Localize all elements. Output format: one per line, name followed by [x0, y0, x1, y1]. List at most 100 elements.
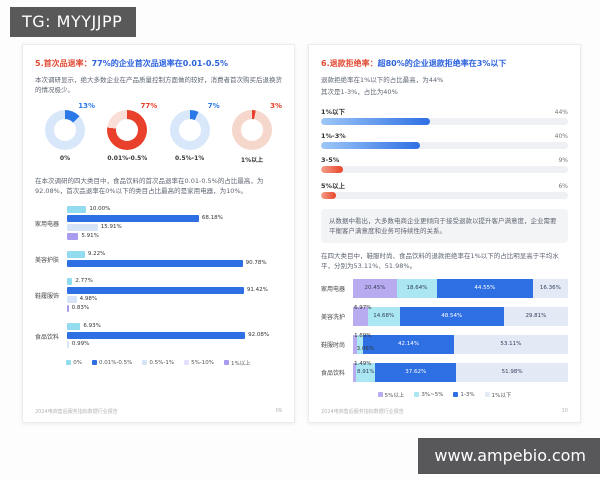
report-page-right: 6.退款拒绝率：超80%的企业退款拒绝率在3%以下 退款拒绝率在1%以下的占比最… — [308, 44, 581, 423]
pill-track — [321, 141, 568, 149]
footer-report-title: 2024电商售后服务指标数据行业报告 — [321, 409, 404, 415]
pill-value: 44% — [554, 108, 568, 116]
pill-fill — [321, 191, 336, 199]
donut-chart: 77% 0.01%-0.5% — [99, 102, 157, 164]
legend-label: 5%-10% — [191, 359, 215, 366]
page-footer: 2024电商售后服务指标数据行业报告 10 — [321, 408, 568, 415]
bar-value: 0.99% — [71, 341, 90, 348]
segment-value-label: 20.45% — [364, 284, 386, 291]
bar-line: 6.93% — [67, 322, 282, 330]
bar-line: 0.83% — [67, 304, 282, 312]
pill-head: 3-5% 9% — [321, 156, 568, 164]
category-label: 食品饮料 — [321, 369, 346, 377]
title-text: 超80%的企业退款拒绝率在3%以下 — [377, 59, 507, 68]
category-label: 食品饮料 — [35, 333, 60, 341]
bar — [67, 250, 85, 258]
bar-line: 92.08% — [67, 331, 282, 339]
bar — [67, 259, 243, 267]
bar-value: 4.98% — [79, 296, 98, 303]
pill-label: 1%-3% — [321, 131, 346, 140]
bar-line: 4.98% — [67, 295, 282, 303]
legend-swatch — [377, 392, 383, 398]
legend-item: 1%以上 — [224, 359, 251, 367]
bar-value: 90.78% — [245, 260, 267, 267]
stacked-segment: 48.54% — [399, 306, 504, 326]
donut-value: 3% — [270, 101, 282, 110]
category-stacked-chart: 家用电器 20.45% 18.64% 44.55% 16.36% 美容洗护 6.97% 14.… — [321, 278, 568, 382]
donut-value: 77% — [140, 101, 158, 110]
bar-chart-legend: 0% 0.01%-0.5% 0.5%-1% 5%-10% 1%以上 — [35, 359, 282, 367]
donut-value: 7% — [207, 101, 220, 110]
bar-stack: 6.93% 92.08% 0.99% — [67, 322, 282, 350]
stacked-bar: 20.45% 18.64% 44.55% 16.36% — [353, 278, 568, 298]
stacked-segment: 29.81% — [503, 306, 568, 326]
legend-swatch — [91, 360, 97, 366]
pill-fill — [321, 165, 344, 173]
donut-label: 0% — [59, 154, 71, 162]
bar-chart-row: 鞋履服饰 2.77% 91.42% 4.98% 0.83% — [35, 277, 282, 314]
segment-value-label: 14.68% — [373, 312, 395, 319]
bar — [67, 277, 73, 285]
bar — [67, 340, 69, 348]
intro-line-1: 退款拒绝率在1%以下的占比最高，为44% — [321, 76, 444, 85]
tg-watermark-badge: TG: MYYJJPP — [10, 7, 137, 37]
bar-value: 91.42% — [246, 287, 268, 294]
category-label: 家用电器 — [321, 285, 346, 293]
legend-item: 1-3% — [453, 391, 475, 399]
bar — [67, 214, 199, 222]
stacked-segment: 42.14% — [363, 334, 454, 354]
segment-value-label: 3.06% — [356, 345, 375, 352]
pill-label: 3-5% — [321, 155, 340, 164]
legend-item: 1%以下 — [484, 391, 511, 399]
stacked-bar: 6.97% 14.68% 48.54% 29.81% — [353, 305, 568, 326]
bar-stack: 9.22% 90.78% — [67, 250, 282, 269]
legend-swatch — [184, 360, 190, 366]
bar — [67, 223, 98, 231]
legend-item: 0.5%-1% — [142, 359, 174, 367]
donut-value: 13% — [78, 101, 95, 110]
donut-label: 1%以上 — [240, 156, 264, 164]
bar-stack: 2.77% 91.42% 4.98% 0.83% — [67, 277, 282, 314]
stacked-segment: 16.36% — [532, 278, 568, 298]
bar-chart-row: 家用电器 10.00% 68.18% 15.91% 5.91% — [35, 205, 282, 242]
bar — [67, 286, 244, 294]
legend-swatch — [66, 360, 72, 366]
legend-swatch — [414, 392, 420, 398]
legend-item: 5%-10% — [184, 359, 214, 367]
segment-value-label: 29.81% — [525, 312, 547, 319]
legend-label: 3%~5% — [421, 391, 444, 398]
pill-track — [321, 191, 568, 199]
title-number: 6.退款拒绝率： — [321, 59, 378, 68]
stacked-row: 食品饮料 1.49% 8.91% 37.62% 51.98% — [321, 360, 568, 382]
segment-value-label: 44.55% — [474, 284, 496, 291]
category-label: 家用电器 — [35, 221, 60, 229]
segment-value-label: 8.91% — [357, 368, 375, 375]
stacked-bar: 1.69% 3.06% 42.14% 53.11% — [353, 333, 568, 354]
legend-item: 0% — [66, 359, 82, 367]
segment-value-label: 48.54% — [441, 312, 463, 319]
legend-label: 0.01%-0.5% — [98, 359, 133, 366]
bar-stack: 10.00% 68.18% 15.91% 5.91% — [67, 205, 282, 242]
title-number: 5.首次品退率： — [35, 59, 92, 68]
category-label: 美容护肤 — [35, 257, 60, 265]
bar-line: 15.91% — [67, 223, 282, 231]
pill-row: 1%以下 44% — [321, 106, 568, 125]
stacked-bar: 1.49% 8.91% 37.62% 51.98% — [353, 360, 568, 382]
intro-line-2: 其次是1-3%，占比为40% — [321, 88, 398, 97]
bar-line: 2.77% — [67, 277, 282, 285]
pill-head: 1%以下 44% — [321, 106, 568, 116]
category-label: 鞋履服饰 — [35, 293, 60, 301]
legend-item: 0.01%-0.5% — [91, 359, 133, 367]
bar-line: 68.18% — [67, 214, 282, 222]
bar — [67, 295, 77, 303]
stacked-row: 鞋服时尚 1.69% 3.06% 42.14% 53.11% — [321, 333, 568, 354]
page-footer: 2024电商售后服务指标数据行业报告 09 — [35, 408, 282, 415]
legend-label: 1-3% — [460, 391, 475, 398]
stacked-segment: 37.62% — [375, 362, 457, 382]
donut-ring — [231, 109, 272, 150]
bar-line: 10.00% — [67, 205, 282, 213]
donut-chart-group: 13% 0% 77% 0.01%-0.5% 7% 0.5%-1% 3% 1%以上 — [37, 102, 282, 164]
bar-chart-row: 美容护肤 9.22% 90.78% — [35, 250, 282, 269]
pill-value: 9% — [558, 156, 568, 164]
segment-value-label: 1.49% — [354, 360, 372, 367]
